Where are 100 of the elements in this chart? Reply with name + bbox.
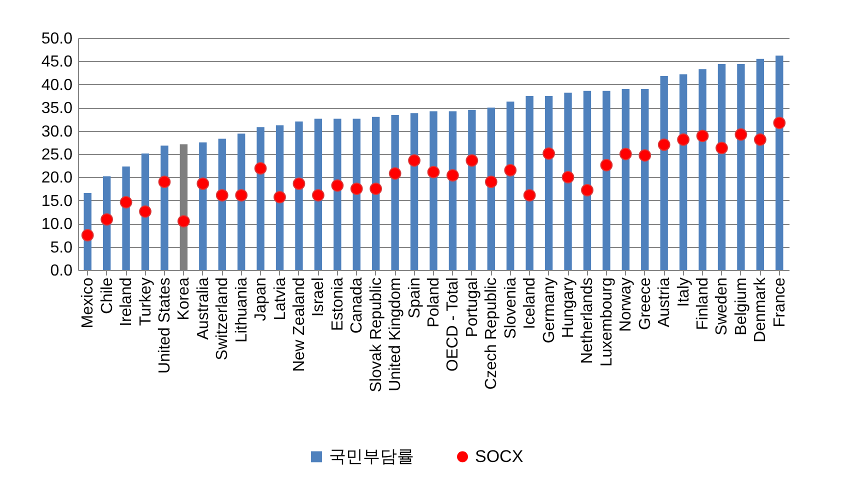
point: [600, 158, 613, 172]
point: [562, 171, 574, 184]
bar: [430, 111, 438, 270]
bar: [276, 125, 284, 270]
bar: [506, 102, 514, 270]
x-tick-label: Switzerland: [214, 278, 232, 360]
y-tick-label: 20.0: [41, 170, 73, 187]
x-tick-label: Iceland: [522, 278, 539, 330]
bar: [718, 64, 726, 270]
y-tick-label: 5.0: [50, 239, 73, 256]
y-tick-label: 25.0: [41, 146, 73, 164]
point: [504, 164, 517, 176]
point: [696, 130, 709, 142]
x-tick-label: Luxembourg: [598, 278, 616, 366]
x-tick-label: Greece: [636, 277, 654, 330]
point: [292, 178, 306, 190]
bar: [660, 76, 668, 270]
bar: [410, 113, 418, 270]
x-tick-label: Turkey: [137, 278, 154, 326]
point: [120, 196, 132, 208]
point: [158, 176, 171, 188]
x-tick-label: Latvia: [272, 277, 289, 320]
bar: [564, 92, 572, 270]
bar: [468, 110, 476, 270]
bar: [583, 90, 592, 270]
point: [274, 190, 286, 204]
y-tick-label: 15.0: [41, 192, 73, 210]
point: [581, 184, 594, 196]
point: [216, 189, 228, 202]
bar: [544, 96, 553, 270]
point: [81, 229, 94, 242]
bar: [295, 122, 303, 270]
x-tick-label: Australia: [194, 277, 212, 340]
bar: [737, 64, 745, 270]
x-tick-label: OECD - Total: [444, 278, 462, 372]
point: [484, 176, 498, 188]
point: [312, 189, 324, 202]
bar: [776, 56, 784, 270]
bar: [698, 69, 706, 270]
x-tick-label: Slovak Republic: [368, 278, 385, 392]
x-tick-label: Slovenia: [502, 277, 520, 339]
point: [254, 162, 267, 175]
y-tick-label: 30.0: [41, 123, 73, 140]
x-tick-label: Korea: [176, 277, 193, 320]
point: [658, 138, 670, 151]
bar: [526, 96, 534, 270]
x-tick-label: Chile: [98, 277, 116, 314]
x-tick-label: Lithuania: [233, 277, 250, 342]
x-tick-label: Finland: [694, 278, 712, 330]
point: [235, 189, 248, 202]
bar: [334, 118, 342, 270]
point: [466, 154, 478, 167]
bar: [391, 115, 399, 270]
x-tick-label: United Kingdom: [387, 278, 404, 392]
x-tick-label: Denmark: [752, 276, 770, 342]
x-tick-label: New Zealand: [290, 278, 308, 372]
x-tick-label: Israel: [310, 278, 328, 317]
x-tick-label: Poland: [426, 278, 442, 328]
point: [427, 166, 440, 178]
bar: [352, 118, 360, 270]
y-tick-label: 45.0: [41, 54, 73, 71]
bar: [372, 116, 380, 270]
point: [100, 213, 114, 226]
bar: [602, 90, 610, 270]
x-tick-label: Canada: [348, 277, 366, 334]
bar: [641, 89, 649, 270]
y-tick-label: 35.0: [41, 100, 73, 118]
bar: [679, 74, 688, 270]
point: [523, 189, 536, 202]
x-tick-label: Norway: [618, 278, 635, 332]
x-tick-label: Austria: [656, 277, 674, 328]
point: [542, 147, 555, 160]
x-tick-label: Mexico: [80, 277, 97, 328]
x-tick-label: Germany: [540, 278, 558, 344]
point: [388, 167, 402, 180]
point: [139, 205, 152, 218]
x-tick-label: Sweden: [714, 278, 731, 336]
x-tick-label: Hungary: [560, 278, 578, 338]
x-tick-label: United States: [156, 278, 174, 374]
point: [446, 169, 459, 182]
x-tick-label: Italy: [675, 278, 692, 307]
point: [350, 182, 363, 195]
x-tick-label: Czech Republic: [483, 278, 500, 390]
bar: [622, 89, 630, 270]
x-tick-label: Portugal: [464, 278, 481, 338]
bar: [256, 127, 264, 270]
point: [370, 182, 382, 195]
point: [638, 149, 652, 162]
point: [754, 133, 766, 146]
x-tick-label: France: [771, 277, 788, 328]
legend-label: 국민부담률: [329, 446, 414, 466]
x-tick-label: Belgium: [732, 278, 750, 336]
x-tick-label: Japan: [252, 278, 270, 322]
x-tick-label: Ireland: [118, 278, 136, 326]
x-tick-label: Spain: [406, 278, 424, 318]
bar: [160, 146, 168, 270]
point: [196, 178, 210, 190]
bar: [756, 58, 764, 270]
point: [716, 142, 728, 154]
legend-label: SOCX: [475, 446, 524, 466]
